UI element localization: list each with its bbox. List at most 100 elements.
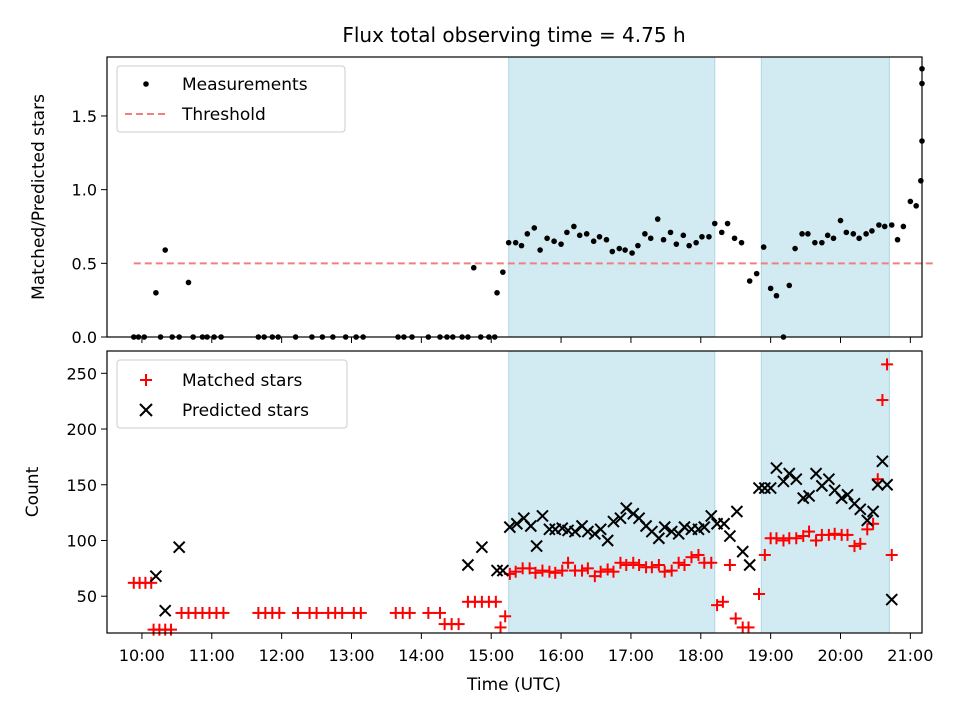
measurement-point bbox=[583, 231, 590, 237]
measurement-point bbox=[731, 235, 738, 242]
matched-star-point bbox=[354, 606, 367, 619]
matched-star-point bbox=[861, 523, 874, 536]
measurement-point bbox=[799, 231, 805, 237]
predicted-stars-points bbox=[149, 455, 898, 617]
matched-star-point bbox=[723, 559, 736, 572]
top-legend: Measurements Threshold bbox=[116, 65, 346, 133]
predicted-star-point bbox=[802, 489, 816, 503]
predicted-star-point bbox=[777, 475, 790, 488]
matched-star-point bbox=[841, 528, 854, 541]
bottom-y-tick-label: 200 bbox=[66, 420, 97, 439]
measurement-point bbox=[531, 225, 538, 231]
measurement-point bbox=[660, 236, 667, 243]
predicted-star-point bbox=[601, 534, 614, 547]
predicted-star-point bbox=[885, 593, 898, 606]
measurement-point bbox=[564, 229, 570, 236]
x-tick-label: 16:00 bbox=[538, 646, 584, 665]
measurement-point bbox=[888, 222, 895, 228]
legend-predicted-label: Predicted stars bbox=[182, 401, 309, 421]
matched-star-point bbox=[777, 534, 790, 547]
matched-star-point bbox=[881, 358, 894, 371]
matched-star-point bbox=[803, 525, 816, 538]
measurement-point bbox=[551, 238, 557, 245]
matched-star-point bbox=[403, 606, 416, 619]
predicted-star-point bbox=[614, 511, 627, 525]
matched-star-point bbox=[556, 564, 569, 577]
measurement-point bbox=[711, 220, 718, 227]
matched-star-point bbox=[489, 595, 502, 608]
measurement-point bbox=[470, 264, 477, 271]
predicted-star-point bbox=[723, 529, 737, 543]
measurement-point bbox=[185, 279, 192, 286]
measurement-point bbox=[524, 231, 531, 237]
measurement-point bbox=[805, 231, 811, 237]
matched-star-point bbox=[665, 564, 678, 577]
predicted-star-point bbox=[496, 564, 510, 577]
measurement-point bbox=[596, 233, 603, 240]
legend-matched-label: Matched stars bbox=[182, 371, 302, 391]
matched-star-point bbox=[494, 621, 507, 634]
top-x-ticks bbox=[141, 337, 911, 343]
shaded-interval-2 bbox=[760, 350, 890, 634]
predicted-star-point bbox=[149, 569, 163, 583]
matched-star-point bbox=[633, 559, 646, 572]
shaded-interval-2 bbox=[760, 56, 890, 338]
predicted-star-point bbox=[536, 509, 549, 523]
measurement-point bbox=[881, 223, 888, 230]
legend-measurements-label: Measurements bbox=[182, 75, 308, 95]
measurement-point bbox=[673, 241, 680, 247]
matched-star-point bbox=[217, 606, 230, 619]
bottom-y-tick-label: 150 bbox=[66, 476, 97, 495]
top-shading bbox=[508, 56, 890, 338]
legend-predicted-marker bbox=[139, 403, 153, 417]
bottom-y-tick-label: 250 bbox=[66, 364, 97, 383]
predicted-star-point bbox=[764, 481, 777, 495]
x-axis-label: Time (UTC) bbox=[466, 675, 561, 695]
predicted-star-point bbox=[861, 514, 874, 527]
matched-star-point bbox=[581, 562, 594, 575]
measurement-point bbox=[760, 244, 767, 250]
predicted-star-point bbox=[524, 519, 538, 533]
matched-star-point bbox=[705, 556, 718, 569]
x-tick-label: 20:00 bbox=[817, 646, 863, 665]
matched-star-point bbox=[601, 563, 614, 576]
measurement-point bbox=[686, 242, 692, 249]
measurement-point bbox=[850, 231, 857, 237]
measurement-point bbox=[153, 289, 159, 296]
matched-star-point bbox=[576, 564, 589, 577]
matched-star-point bbox=[594, 565, 607, 578]
measurement-point bbox=[642, 231, 648, 237]
x-tick-label: 21:00 bbox=[887, 646, 933, 665]
legend-threshold-label: Threshold bbox=[181, 105, 266, 125]
measurement-point bbox=[746, 278, 753, 284]
predicted-star-point bbox=[172, 540, 186, 554]
matched-star-point bbox=[433, 606, 446, 619]
predicted-star-point bbox=[835, 491, 848, 505]
matched-star-point bbox=[692, 548, 705, 561]
measurement-point bbox=[773, 292, 780, 299]
bottom-panel: 10:00 11:00 12:00 13:00 14:00 15:00 16:00 17:00… bbox=[23, 350, 933, 695]
measurement-point bbox=[512, 239, 519, 246]
measurement-point bbox=[824, 232, 831, 239]
matched-star-point bbox=[291, 606, 304, 619]
matched-star-point bbox=[729, 612, 742, 625]
bottom-y-tick-label: 50 bbox=[77, 587, 97, 606]
measurement-point bbox=[706, 233, 712, 240]
measurement-point bbox=[667, 229, 674, 236]
predicted-star-point bbox=[658, 520, 671, 534]
predicted-star-point bbox=[607, 515, 620, 528]
measurement-point bbox=[635, 242, 641, 249]
matched-star-point bbox=[620, 559, 633, 572]
predicted-star-point bbox=[503, 520, 517, 534]
measurement-point bbox=[918, 177, 924, 184]
matched-star-point bbox=[543, 565, 556, 578]
matched-star-point bbox=[509, 565, 522, 578]
top-y-tick-label: 0.0 bbox=[72, 328, 97, 347]
bottom-x-ticks: 10:00 11:00 12:00 13:00 14:00 15:00 16:00 17:00… bbox=[119, 633, 933, 665]
matched-star-point bbox=[536, 564, 549, 577]
predicted-star-point bbox=[866, 505, 880, 518]
matched-star-point bbox=[758, 548, 771, 561]
matched-star-point bbox=[145, 576, 158, 589]
predicted-star-point bbox=[581, 525, 595, 538]
